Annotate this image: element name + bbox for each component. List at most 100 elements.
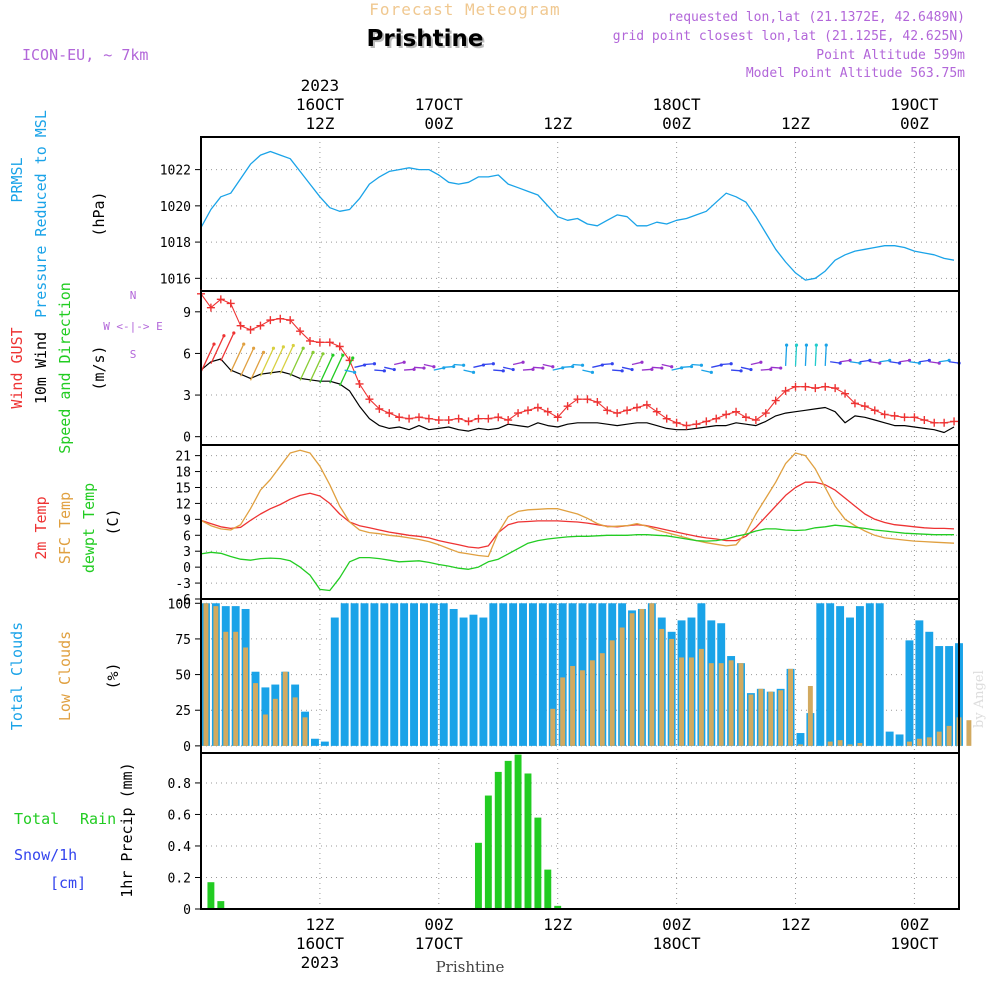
wind-arrow-head (814, 343, 818, 347)
wind-gust-point (523, 406, 532, 415)
wind-gust-point (751, 416, 760, 425)
wind-gust-point (494, 413, 503, 422)
wind-arrow-head (452, 364, 456, 369)
wind-arrow (249, 352, 265, 381)
total-cloud-bar (935, 646, 944, 746)
bottom-time-label: 12Z (543, 915, 572, 934)
wind-panel: 0 3 6 9 Wind GUST 10m Wind Speed and Direction… (8, 282, 961, 454)
wind-arrow-head (640, 360, 644, 364)
wind-gust-point (940, 418, 949, 427)
bottom-time-label: 12Z (781, 915, 810, 934)
total-cloud-bar (419, 603, 428, 746)
wind-gust-point (761, 409, 770, 418)
precip-frame (200, 752, 960, 910)
wind-gust-point (712, 414, 721, 423)
low-cloud-bar (659, 628, 665, 746)
wind-gust-point (434, 416, 443, 425)
top-time-label: 2023 (301, 76, 340, 95)
total-cloud-bar (875, 603, 884, 746)
pressure-ylabel: (hPa) (90, 191, 108, 236)
total-cloud-bar (915, 620, 924, 746)
wind-arrow (289, 347, 304, 377)
wind-arrow (691, 363, 702, 366)
wind-arrow (909, 361, 920, 364)
top-time-label: 19OCT (890, 95, 939, 114)
total-cloud-bar (826, 603, 835, 746)
total-cloud-bar (528, 603, 537, 746)
wind-gust-point (206, 303, 215, 312)
wind-arrow (309, 353, 324, 383)
precip-label-snow: Snow/1h (14, 846, 77, 864)
wind-arrow (889, 361, 900, 364)
pressure-series-line (200, 150, 955, 281)
wind-arrow-head (610, 362, 614, 366)
wind-gust-point (573, 395, 582, 404)
precip-ylabel: 1hr Precip (mm) (118, 762, 136, 897)
total-cloud-bar (865, 603, 874, 746)
low-cloud-bar (837, 740, 843, 746)
wind-arrow (899, 359, 910, 363)
wind-arrow-head (729, 362, 733, 366)
wind-arrow-head (491, 362, 495, 366)
wind-gust-point (583, 395, 592, 404)
wind-arrow (859, 359, 870, 363)
low-cloud-bar (599, 653, 605, 746)
wind-arrow (849, 361, 861, 364)
wind-gust-point (900, 413, 909, 422)
low-cloud-bar (758, 688, 764, 746)
low-cloud-bar (827, 741, 833, 746)
total-cloud-bar (846, 617, 854, 746)
wind-arrow (512, 361, 524, 366)
wind-arrow (661, 363, 672, 368)
low-cloud-bar (282, 671, 288, 746)
bottom-time-label: 2023 (301, 953, 340, 972)
total-cloud-bar (380, 603, 389, 746)
wind-arrow (394, 361, 405, 366)
precip-ytick-label: 0.6 (168, 808, 191, 823)
wind-arrow-head (471, 370, 476, 374)
precip-label-total: Total (14, 810, 59, 828)
top-time-label: 16OCT (296, 95, 345, 114)
compass-north: N (130, 289, 137, 302)
total-cloud-bar (310, 738, 319, 746)
low-cloud-bar (768, 691, 774, 746)
wind-arrow (929, 361, 940, 364)
wind-gust-point (276, 314, 285, 323)
total-cloud-bar (459, 617, 468, 746)
wind-arrow (582, 369, 593, 373)
clouds-label-total: Total Clouds (8, 622, 26, 730)
wind-gust-point (870, 406, 879, 415)
temp-label-2m: 2m Temp (32, 496, 50, 559)
precip-bar (554, 905, 562, 909)
wind-gust-point (315, 338, 324, 347)
bottom-place-label: Prishtine (436, 958, 505, 976)
wind-ytick-label: 9 (183, 306, 191, 321)
top-time-label: 00Z (424, 114, 453, 133)
wind-gust-point (702, 417, 711, 426)
wind-arrow (592, 364, 603, 368)
bottom-time-label: 18OCT (653, 934, 702, 953)
wind-arrow-head (749, 367, 753, 372)
wind-arrow-head (462, 363, 466, 367)
wind-arrow (948, 361, 960, 364)
top-time-label: 18OCT (653, 95, 702, 114)
low-cloud-bar (629, 613, 635, 746)
wind-gust-point (553, 413, 562, 422)
wind-gust-point (632, 403, 641, 412)
wind-gust-point (405, 414, 414, 423)
wind-arrow-head (917, 361, 922, 365)
wind-gust-point (286, 316, 295, 325)
wind-arrow-head (838, 361, 842, 365)
wind-direction-arrows (200, 331, 961, 387)
meteogram-title: Forecast Meteogram (369, 0, 560, 19)
wind-arrow-head (432, 365, 436, 369)
wind-gust-point (395, 413, 404, 422)
clouds-ytick-label: 25 (175, 704, 191, 719)
wind-gust-point (692, 420, 701, 429)
pressure-ytick-label: 1020 (160, 200, 191, 215)
wind-arrow (473, 364, 484, 368)
wind-arrow (220, 332, 235, 362)
top-time-label: 17OCT (415, 95, 464, 114)
wind-gust-point (930, 418, 939, 427)
wind-arrow (794, 345, 798, 366)
